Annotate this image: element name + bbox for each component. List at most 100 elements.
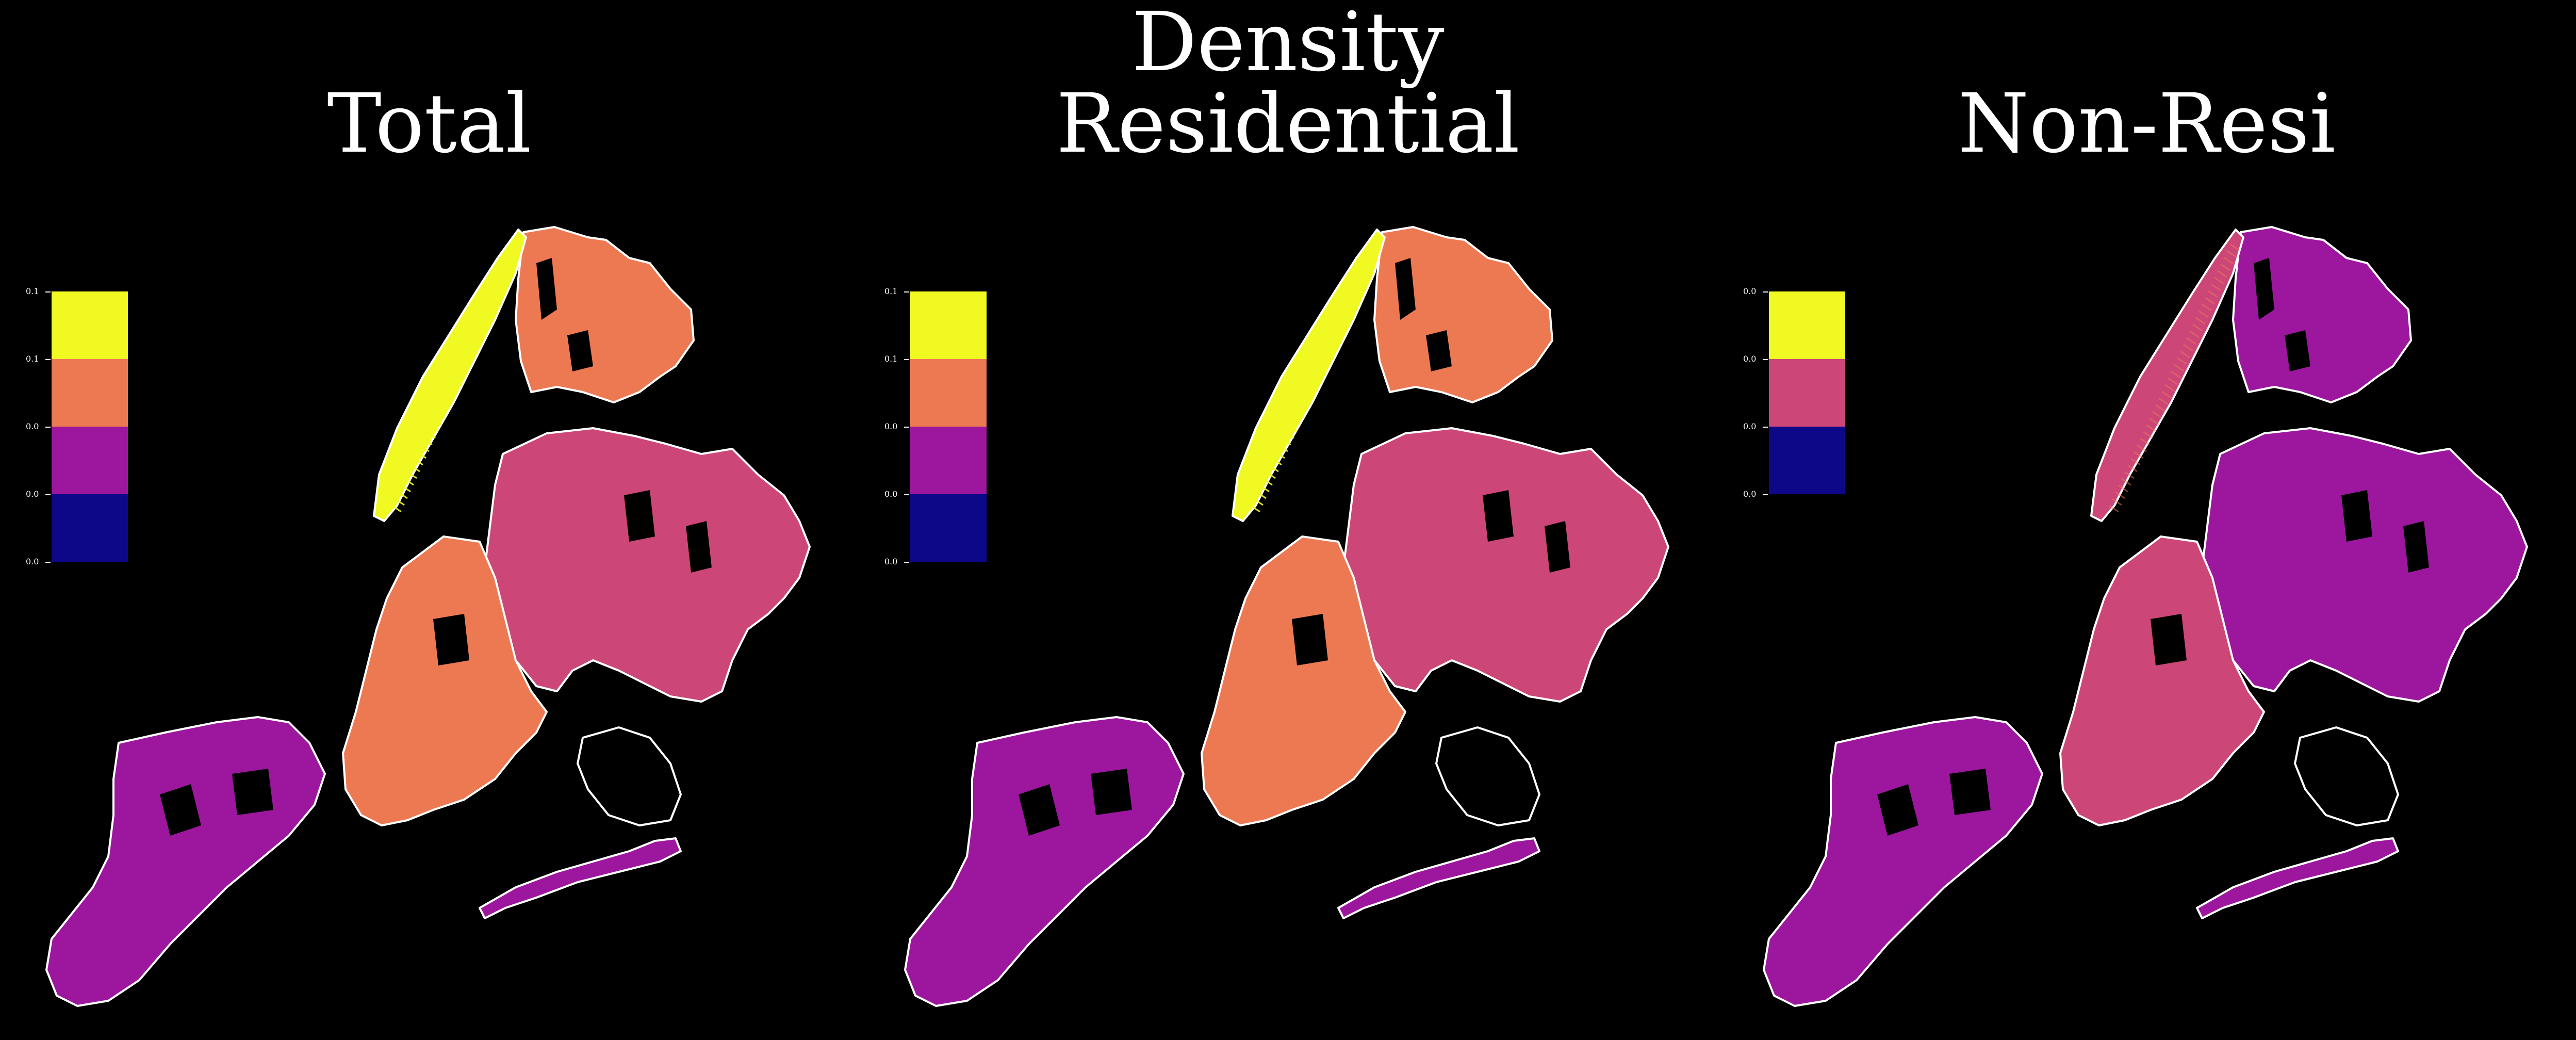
panel-title: Residential — [1056, 76, 1520, 171]
panel-non-resi: Non-Resi 0.0 0.0 0.0 0.0 — [1717, 0, 2576, 1040]
density-streak — [450, 377, 461, 385]
borough-rockaway — [479, 837, 682, 919]
legend-bin-3: 0.0 — [1743, 422, 1877, 494]
color-legend: 0.1 0.1 0.0 0.0 0.0 — [884, 287, 1019, 566]
density-streak — [1250, 505, 1260, 513]
density-streak — [1337, 317, 1347, 325]
density-streak — [1321, 350, 1332, 359]
density-streak — [1334, 323, 1344, 332]
density-streak — [456, 364, 467, 372]
legend-tick — [1763, 291, 1768, 293]
density-streak — [447, 384, 457, 392]
legend-tick-label: 0.0 — [26, 489, 39, 499]
legend-swatch — [1769, 427, 1845, 494]
legend-tick — [45, 494, 51, 495]
density-streak — [500, 270, 510, 278]
legend-bin-1: 0.1 — [884, 287, 1019, 359]
density-streak — [2214, 277, 2224, 285]
park-area — [567, 330, 593, 371]
park-area — [232, 769, 273, 815]
borough-staten — [904, 716, 1185, 1007]
density-streak — [444, 391, 454, 399]
density-streak — [1324, 344, 1335, 352]
density-streak — [453, 370, 464, 379]
park-area — [2254, 258, 2274, 320]
legend-tick-label: 0.0 — [884, 557, 898, 566]
legend-swatch — [910, 359, 987, 427]
density-streak — [2143, 431, 2153, 439]
legend-tick-label: 0.0 — [884, 489, 898, 499]
density-streak — [1312, 370, 1322, 379]
park-area — [1483, 490, 1514, 542]
legend-tick-label: 0.0 — [1743, 489, 1757, 499]
legend-tick-label: 0.0 — [26, 421, 39, 431]
borough-brooklyn — [2059, 535, 2265, 826]
density-streak — [2211, 283, 2221, 291]
density-streak — [2229, 243, 2240, 251]
density-streak — [1256, 491, 1267, 499]
density-streak — [1315, 364, 1325, 372]
density-streak — [466, 344, 476, 352]
density-streak — [432, 417, 442, 426]
density-streak — [490, 290, 501, 298]
legend-tick-label: 0.0 — [884, 421, 898, 431]
legend-tick — [45, 562, 51, 563]
density-streak — [2140, 437, 2150, 446]
legend-swatch — [910, 427, 987, 494]
density-streak — [2134, 451, 2144, 459]
legend-tick — [45, 359, 51, 360]
park-area — [624, 490, 655, 542]
density-streak — [2205, 297, 2215, 305]
density-streak — [404, 478, 414, 486]
density-streak — [1284, 431, 1294, 439]
borough-bronx — [2232, 226, 2412, 403]
borough-jfk — [577, 726, 682, 826]
density-streak — [1368, 250, 1378, 258]
density-streak — [2183, 344, 2193, 352]
density-streak — [481, 310, 491, 318]
density-streak — [419, 444, 430, 452]
legend-swatch — [910, 494, 987, 562]
park-area — [433, 614, 469, 665]
density-streak — [2109, 505, 2119, 513]
density-streak — [1281, 437, 1291, 446]
nyc-density-map — [1763, 226, 2528, 1007]
borough-rockaway — [1337, 837, 1540, 919]
legend-bin-2: 0.1 — [884, 354, 1019, 427]
density-streak — [2220, 263, 2230, 271]
density-streak — [1346, 297, 1356, 305]
panel-total: Total 0.1 0.1 0.0 0.0 0.0 — [0, 0, 859, 1040]
density-streak — [1352, 283, 1363, 291]
borough-jfk — [2294, 726, 2399, 826]
borough-bronx — [515, 226, 695, 403]
density-streak — [2195, 317, 2206, 325]
park-area — [1426, 330, 1452, 371]
density-streak — [487, 297, 498, 305]
legend-bin-4: 0.0 — [26, 490, 160, 562]
density-streak — [469, 337, 479, 345]
density-streak — [1293, 411, 1304, 419]
park-area — [1545, 521, 1570, 573]
legend-tick — [904, 494, 909, 495]
park-area — [160, 784, 201, 836]
density-streak — [2121, 478, 2131, 486]
density-streak — [2164, 384, 2175, 392]
density-streak — [2155, 404, 2165, 412]
density-streak — [2137, 444, 2147, 452]
density-streak — [506, 256, 516, 265]
density-streak — [1272, 458, 1282, 466]
panel-title: Total — [327, 76, 532, 171]
density-streak — [484, 303, 495, 312]
figure-title: Density — [1131, 0, 1445, 90]
legend-tick — [1763, 494, 1768, 495]
legend-tick-label: 0.0 — [1743, 354, 1757, 364]
density-streak — [2161, 391, 2172, 399]
density-streak — [1309, 377, 1319, 385]
density-streak — [2208, 290, 2218, 298]
density-streak — [1266, 471, 1276, 479]
borough-manhattan — [1232, 229, 1386, 522]
legend-tick-label: 0.1 — [884, 354, 898, 364]
density-streak — [1371, 243, 1381, 251]
density-streak — [2171, 370, 2181, 379]
density-streak — [2186, 337, 2196, 345]
